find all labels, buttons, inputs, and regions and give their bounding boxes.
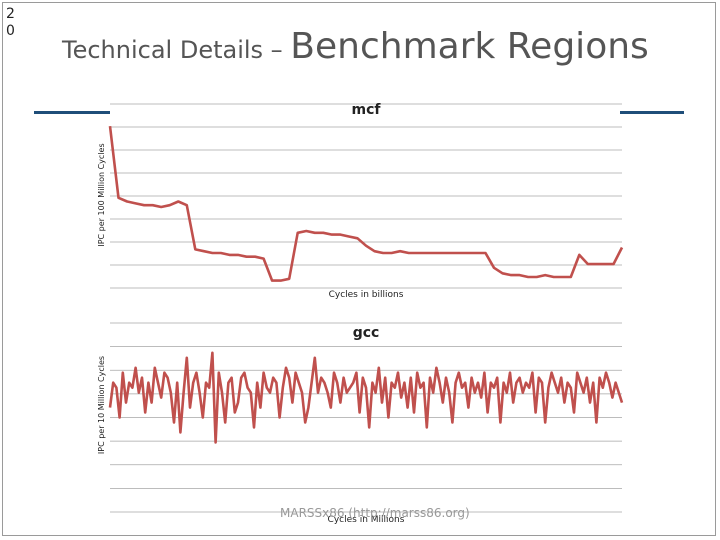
- gcc-series-line: [108, 351, 624, 444]
- title-rule-right: [620, 111, 684, 114]
- mcf-chart-title: mcf: [352, 102, 382, 118]
- title-rule-left: [34, 111, 110, 114]
- mcf-series-line: [108, 125, 624, 282]
- gcc-x-axis-label: Cycles in Millions: [328, 515, 405, 525]
- gcc-chart-title: gcc: [353, 325, 380, 341]
- footer-text: MARSSx86 (http://marss86.org): [280, 506, 470, 520]
- slide-title-prefix: Technical Details –: [62, 36, 291, 64]
- mcf-x-axis-label: Cycles in billions: [329, 290, 404, 300]
- mcf-y-axis-label: IPC per 100 Million Cycles: [97, 143, 106, 246]
- gcc-y-axis-label: IPC per 10 Million Cycles: [97, 356, 106, 454]
- slide-title: Technical Details – Benchmark Regions: [62, 26, 702, 67]
- slide-title-main: Benchmark Regions: [290, 26, 649, 67]
- slide-number: 20: [6, 6, 15, 39]
